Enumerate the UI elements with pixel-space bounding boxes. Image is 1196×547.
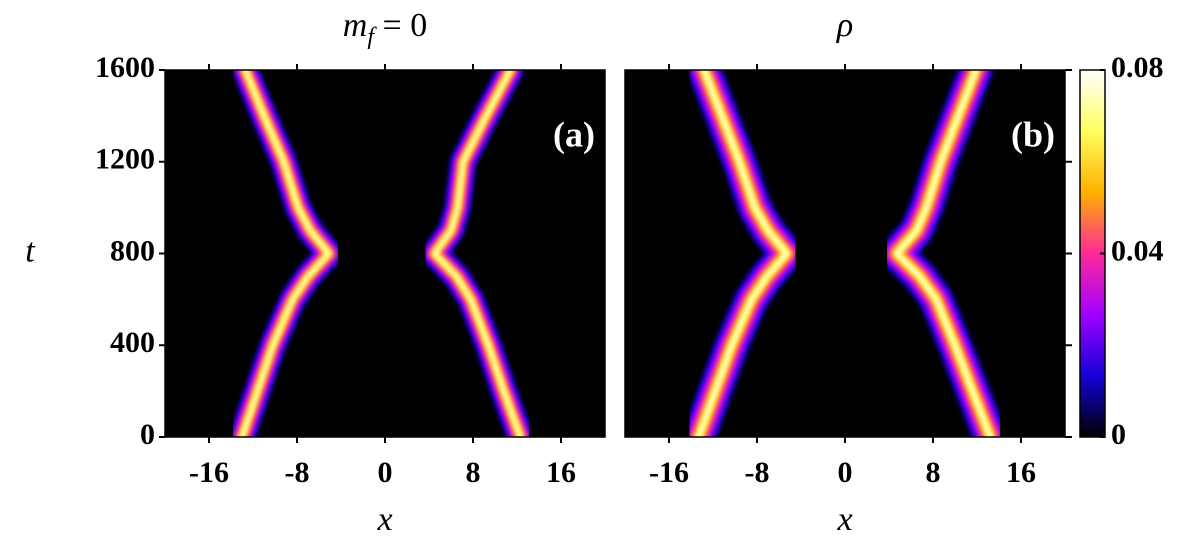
y-tick-label: 800 — [110, 234, 155, 267]
density-stripe — [697, 70, 788, 437]
x-tick-label: -8 — [745, 456, 770, 489]
x-axis-label: x — [376, 501, 392, 538]
x-tick-label: 8 — [926, 456, 941, 489]
x-tick-label: 0 — [838, 456, 853, 489]
x-tick-label: 0 — [378, 456, 393, 489]
x-tick-label: -16 — [189, 456, 229, 489]
x-tick-label: 16 — [1006, 456, 1036, 489]
x-tick-label: 8 — [466, 456, 481, 489]
colorbar-tick-label: 0.04 — [1111, 234, 1164, 267]
plot-background — [625, 70, 1065, 437]
y-tick-label: 0 — [140, 418, 155, 451]
x-tick-label: -8 — [285, 456, 310, 489]
x-axis-label: x — [836, 501, 852, 538]
density-stripe — [241, 70, 330, 437]
title-rest: = 0 — [374, 7, 427, 44]
y-tick-label: 1600 — [95, 51, 155, 84]
panel-title: ρ — [836, 7, 853, 44]
y-axis-label: t — [25, 232, 36, 269]
density-stripe — [895, 70, 992, 437]
colorbar-tick-label: 0.08 — [1111, 51, 1164, 84]
panel-label: (a) — [553, 114, 595, 154]
x-tick-label: -16 — [649, 456, 689, 489]
y-tick-label: 1200 — [95, 143, 155, 176]
title-sub: f — [367, 24, 377, 50]
title-base: ρ — [836, 7, 853, 44]
panel-title: mf = 0 — [343, 7, 427, 50]
x-tick-label: 16 — [546, 456, 576, 489]
density-stripe — [433, 70, 522, 437]
title-base: m — [343, 7, 368, 44]
heat-layer — [229, 70, 534, 437]
colorbar-tick-label: 0 — [1111, 418, 1126, 451]
plot-background — [165, 70, 605, 437]
y-tick-label: 400 — [110, 326, 155, 359]
heat-layer — [681, 70, 1008, 437]
panel-label: (b) — [1011, 114, 1055, 154]
